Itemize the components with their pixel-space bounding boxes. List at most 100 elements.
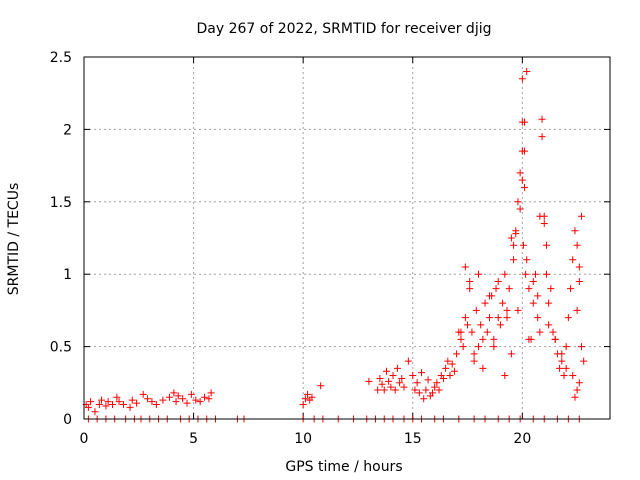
data-point — [545, 321, 553, 329]
data-point — [536, 212, 544, 220]
data-point — [575, 263, 583, 271]
data-point — [522, 270, 530, 278]
data-point — [470, 357, 478, 365]
data-point — [415, 389, 423, 397]
data-point — [148, 398, 156, 406]
data-point — [525, 335, 533, 343]
data-point — [475, 343, 482, 351]
data-point — [87, 398, 95, 406]
data-point — [108, 401, 116, 409]
data-point — [464, 321, 472, 329]
data-point — [562, 364, 570, 372]
data-point — [531, 270, 539, 278]
y-tick-label: 0.5 — [50, 340, 72, 356]
data-point — [382, 367, 390, 375]
data-point — [428, 389, 436, 397]
data-point — [521, 183, 529, 191]
data-point — [567, 285, 575, 293]
data-point — [514, 306, 522, 314]
chart-title: Day 267 of 2022, SRMTID for receiver dji… — [197, 21, 492, 37]
data-point — [413, 379, 421, 387]
data-point — [411, 386, 419, 394]
data-point — [187, 390, 195, 398]
plot-frame — [83, 56, 611, 420]
data-point — [459, 343, 467, 351]
data-point — [501, 270, 509, 278]
data-point — [485, 314, 493, 322]
data-point — [558, 357, 566, 365]
y-tick-label: 2 — [63, 122, 72, 138]
data-point — [490, 335, 498, 343]
data-point — [144, 395, 152, 403]
data-point — [207, 389, 215, 397]
data-points — [82, 67, 588, 423]
data-point — [518, 75, 526, 83]
data-point — [562, 343, 570, 351]
data-point — [518, 147, 526, 155]
data-point — [448, 360, 456, 368]
data-point — [483, 328, 491, 336]
data-point — [317, 382, 325, 390]
data-point — [573, 306, 581, 314]
data-point — [139, 390, 147, 398]
data-point — [113, 393, 121, 401]
data-point — [499, 299, 507, 307]
data-point — [128, 396, 136, 404]
data-point — [490, 343, 498, 351]
y-tick-label: 2.5 — [50, 50, 72, 66]
data-point — [580, 357, 588, 365]
data-point — [538, 115, 546, 123]
data-point — [409, 372, 417, 380]
data-point — [492, 285, 500, 293]
data-point — [179, 395, 187, 403]
data-point — [540, 220, 548, 228]
data-point — [494, 277, 502, 285]
data-point — [507, 234, 515, 242]
data-point — [534, 292, 542, 300]
data-point — [523, 67, 531, 75]
data-point — [393, 364, 401, 372]
data-point — [569, 372, 577, 380]
data-point — [398, 374, 406, 382]
data-point — [507, 350, 515, 358]
data-point — [575, 277, 583, 285]
data-point — [573, 386, 581, 394]
x-tick-label: 20 — [513, 431, 531, 447]
data-point — [542, 270, 550, 278]
x-tick-label: 5 — [189, 431, 198, 447]
data-point — [404, 357, 412, 365]
data-point — [564, 314, 572, 322]
data-point — [575, 379, 583, 387]
data-point — [457, 328, 465, 336]
data-point — [494, 314, 502, 322]
y-tick-label: 1 — [63, 267, 72, 283]
data-point — [481, 299, 489, 307]
data-point — [466, 285, 474, 293]
data-point — [205, 395, 213, 403]
data-point — [534, 314, 542, 322]
data-point — [391, 386, 399, 394]
data-point — [461, 314, 469, 322]
data-point — [196, 398, 204, 406]
data-point — [525, 285, 533, 293]
data-point — [523, 256, 531, 264]
data-point — [119, 401, 127, 409]
data-point — [446, 372, 454, 380]
data-point — [516, 205, 524, 213]
data-point — [477, 321, 485, 329]
data-point — [468, 328, 476, 336]
data-point — [380, 386, 388, 394]
data-point — [560, 372, 568, 380]
y-tick-label: 0 — [63, 412, 72, 428]
data-point — [453, 350, 461, 358]
data-point — [512, 230, 520, 238]
data-point — [457, 335, 465, 343]
data-point — [475, 270, 482, 278]
data-point — [133, 399, 141, 407]
data-point — [549, 328, 557, 336]
data-point — [578, 212, 586, 220]
data-point — [420, 395, 428, 403]
data-point — [115, 398, 123, 406]
data-point — [496, 321, 504, 329]
data-point — [571, 227, 579, 235]
